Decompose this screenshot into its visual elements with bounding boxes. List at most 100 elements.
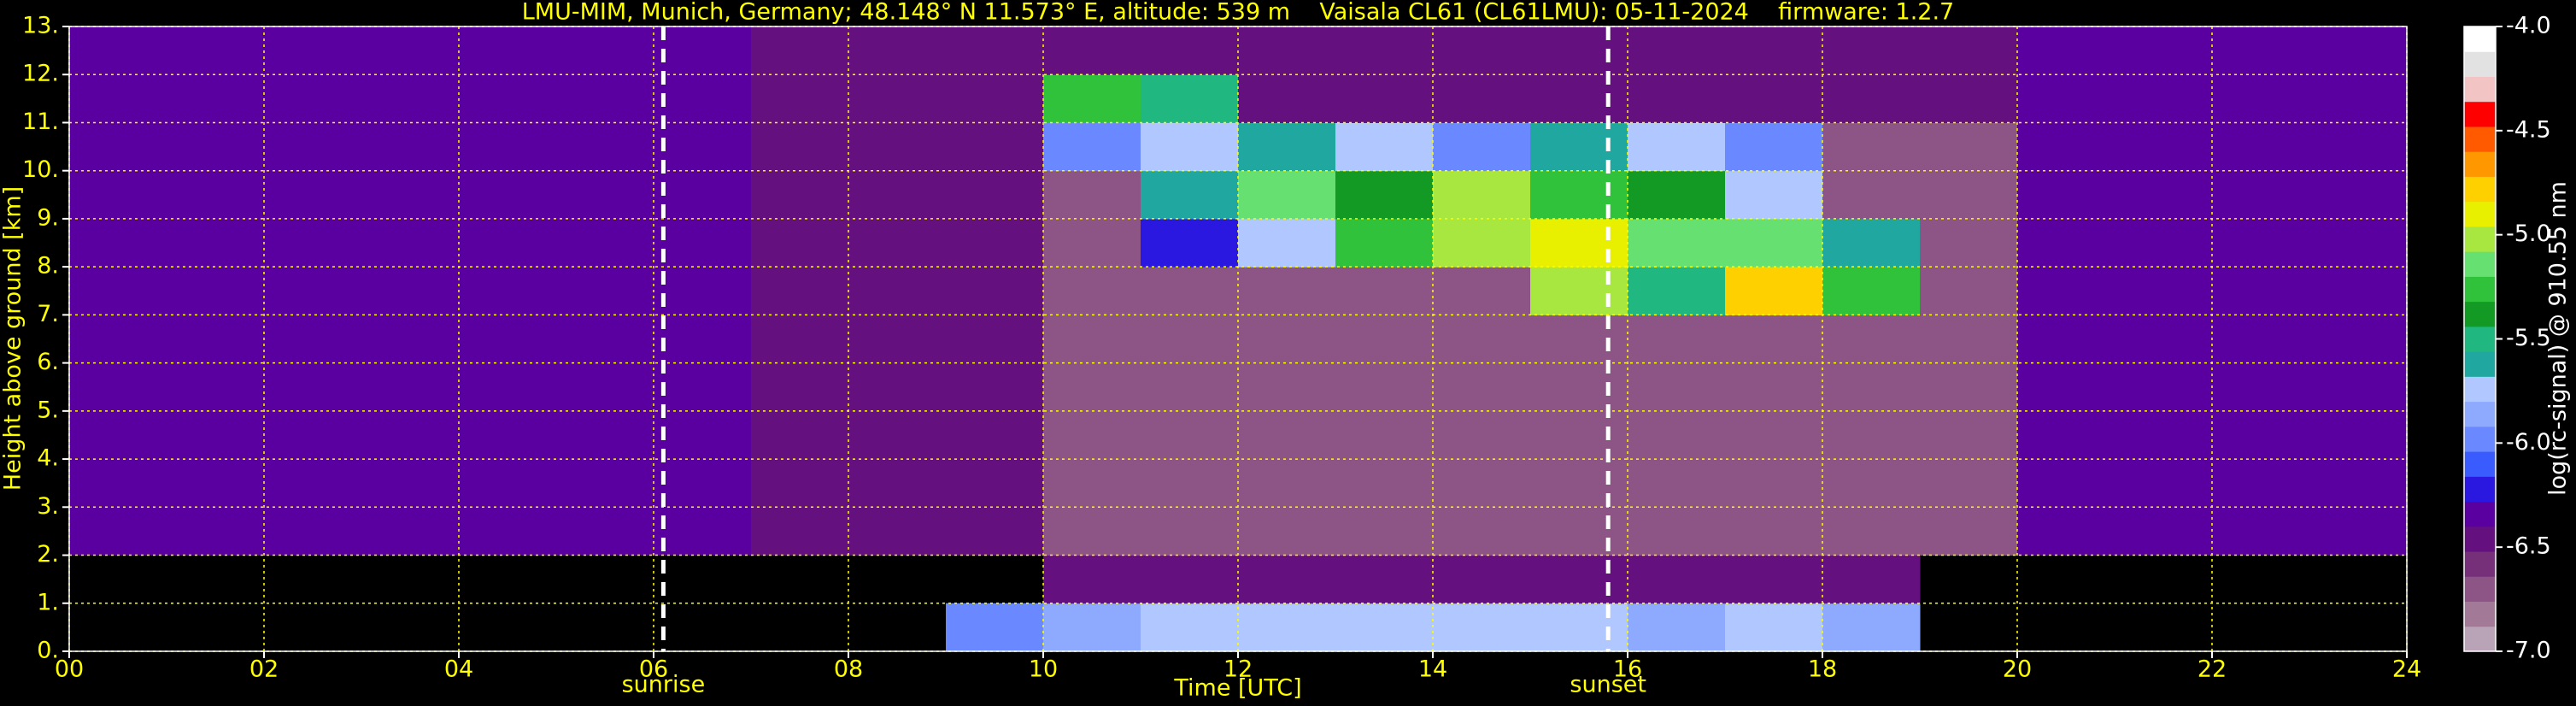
heatmap-cell	[1822, 218, 1921, 268]
heatmap-cell	[1530, 555, 1628, 604]
colorbar-segment	[2464, 326, 2496, 352]
heatmap-cell	[69, 26, 167, 75]
heatmap-cell	[751, 26, 849, 75]
heatmap-cell	[556, 26, 654, 75]
heatmap-cell	[751, 267, 849, 315]
heatmap-cell	[1822, 315, 1921, 364]
heatmap-cell	[1043, 218, 1141, 268]
heatmap-cell	[848, 170, 947, 220]
heatmap-cell	[2309, 267, 2408, 315]
heatmap-cell	[1433, 507, 1531, 556]
heatmap-cell	[1530, 26, 1628, 75]
heatmap-cell	[1335, 410, 1434, 460]
heatmap-cell	[2017, 410, 2115, 460]
heatmap-cell	[69, 410, 167, 460]
x-tick-label: 14	[1418, 656, 1447, 683]
heatmap-cell	[654, 74, 752, 123]
heatmap-cell	[361, 170, 460, 220]
heatmap-cell	[1433, 122, 1531, 172]
x-tick-label: 12	[1223, 656, 1253, 683]
heatmap-cell	[1335, 507, 1434, 556]
heatmap-cell	[1043, 26, 1141, 75]
heatmap-cell	[2212, 170, 2310, 220]
heatmap-cell	[1725, 410, 1823, 460]
heatmap-cell	[1920, 26, 2018, 75]
heatmap-cell	[1433, 315, 1531, 364]
colorbar-segment	[2464, 501, 2496, 527]
heatmap-cell	[2115, 122, 2213, 172]
heatmap-cell	[848, 315, 947, 364]
heatmap-cell	[1141, 362, 1239, 412]
heatmap-cell	[1822, 170, 1921, 220]
heatmap-cell	[1725, 507, 1823, 556]
heatmap-cell	[2017, 74, 2115, 123]
heatmap-cell	[2309, 170, 2408, 220]
heatmap-cell	[751, 507, 849, 556]
heatmap-cell	[1725, 315, 1823, 364]
heatmap-cell	[1335, 362, 1434, 412]
heatmap-cell	[848, 26, 947, 75]
heatmap-cell	[946, 170, 1044, 220]
heatmap-cell	[556, 170, 654, 220]
x-tick-label: 20	[2003, 656, 2032, 683]
heatmap-cell	[946, 507, 1044, 556]
heatmap-cell	[1238, 267, 1336, 315]
heatmap-cell	[1822, 459, 1921, 508]
heatmap-cell	[264, 362, 362, 412]
heatmap-cell	[946, 362, 1044, 412]
heatmap-cell	[1725, 267, 1823, 315]
heatmap-cell	[2309, 410, 2408, 460]
event-label: sunrise	[622, 672, 706, 698]
heatmap-cell	[1141, 267, 1239, 315]
colorbar-segment	[2464, 251, 2496, 277]
colorbar-segment	[2464, 626, 2496, 652]
heatmap-cell	[1043, 362, 1141, 412]
heatmap-cell	[1238, 555, 1336, 604]
heatmap-cell	[167, 459, 265, 508]
y-axis-label: Height above ground [km]	[0, 186, 26, 491]
colorbar-tick-label: -4.0	[2506, 13, 2551, 39]
heatmap-cell	[1141, 122, 1239, 172]
heatmap-cell	[2115, 218, 2213, 268]
heatmap-cell	[459, 362, 557, 412]
heatmap-cell	[751, 410, 849, 460]
heatmap-cell	[167, 74, 265, 123]
heatmap-cell	[1725, 122, 1823, 172]
heatmap-cell	[69, 362, 167, 412]
heatmap-cell	[654, 315, 752, 364]
heatmap-cell	[2017, 170, 2115, 220]
heatmap-cell	[361, 74, 460, 123]
x-tick-label: 08	[834, 656, 863, 683]
heatmap-cell	[1628, 603, 1726, 652]
colorbar-segment	[2464, 276, 2496, 303]
colorbar-segment	[2464, 476, 2496, 503]
heatmap-cell	[751, 315, 849, 364]
heatmap-cell	[2017, 315, 2115, 364]
heatmap-cell	[1335, 603, 1434, 652]
heatmap-cell	[2309, 122, 2408, 172]
heatmap-cell	[167, 26, 265, 75]
heatmap-cell	[1530, 603, 1628, 652]
heatmap-cell	[1628, 362, 1726, 412]
colorbar-segment	[2464, 551, 2496, 577]
heatmap-cell	[1433, 267, 1531, 315]
heatmap-cell	[1920, 170, 2018, 220]
heatmap-cell	[1335, 122, 1434, 172]
heatmap-cell	[1725, 74, 1823, 123]
heatmap-cell	[1628, 267, 1726, 315]
heatmap-cell	[654, 26, 752, 75]
heatmap-cell	[2017, 122, 2115, 172]
heatmap-cell	[751, 218, 849, 268]
y-tick-label: 5.	[37, 397, 59, 423]
heatmap-cell	[2212, 410, 2310, 460]
heatmap-cell	[1822, 26, 1921, 75]
heatmap-cell	[946, 410, 1044, 460]
heatmap-cell	[1725, 459, 1823, 508]
colorbar-segment	[2464, 26, 2496, 52]
heatmap-cell	[1822, 507, 1921, 556]
heatmap-cell	[2309, 74, 2408, 123]
heatmap-cell	[1238, 315, 1336, 364]
heatmap-cell	[1725, 555, 1823, 604]
heatmap-cell	[2115, 507, 2213, 556]
